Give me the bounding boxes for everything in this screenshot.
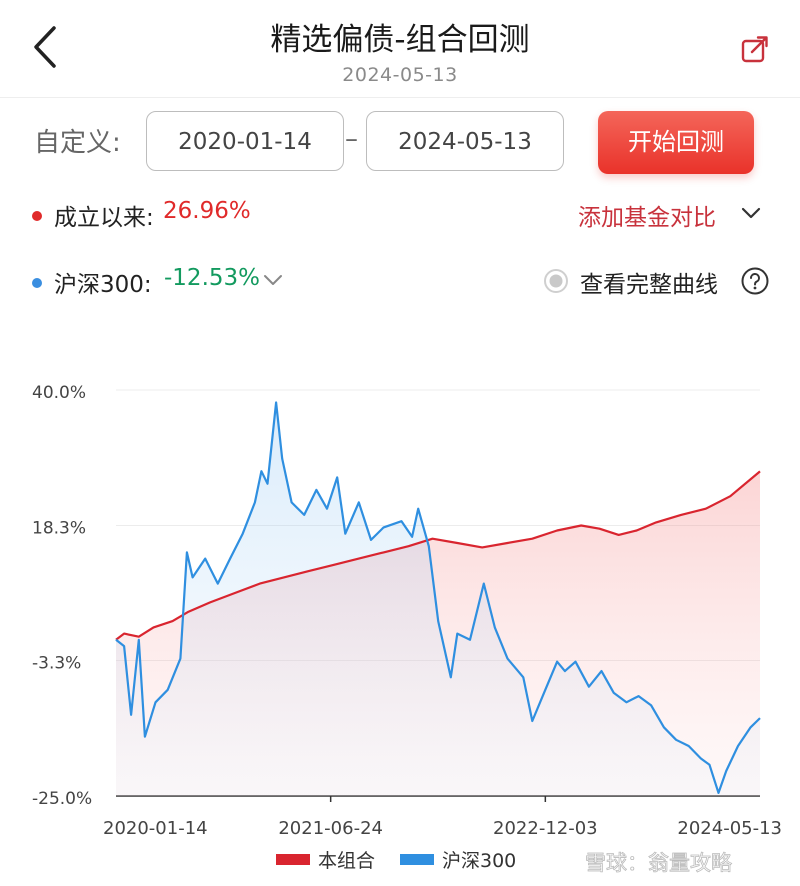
backtest-chart: 40.0% 18.3% -3.3% -25.0% 2020-01-14 2021-06-2… [32, 383, 782, 875]
y-tick-label: 40.0% [32, 383, 86, 403]
portfolio-return-label: 成立以来: [54, 205, 154, 231]
x-tick-label: 2020-01-14 [103, 818, 208, 839]
header-divider [0, 97, 800, 98]
x-tick-label: 2024-05-13 [677, 818, 782, 839]
x-tick-label: 2022-12-03 [493, 818, 598, 839]
help-icon[interactable] [740, 266, 770, 296]
chevron-left-icon[interactable] [28, 24, 64, 70]
portfolio-return-value: 26.96% [163, 198, 251, 224]
chevron-down-icon[interactable] [740, 206, 762, 220]
custom-range-label: 自定义: [34, 128, 121, 158]
full-curve-label[interactable]: 查看完整曲线 [580, 272, 718, 298]
series-line-portfolio [115, 470, 761, 641]
index-return-label: 沪深300: [54, 272, 152, 298]
add-fund-compare-button[interactable]: 添加基金对比 [578, 205, 716, 231]
x-tick-label: 2021-06-24 [278, 818, 383, 839]
end-date-field[interactable]: 2024-05-13 [366, 111, 564, 171]
y-tick-label: -25.0% [32, 789, 92, 809]
legend-swatch [276, 854, 310, 865]
index-dot-icon [32, 278, 42, 288]
portfolio-dot-icon [32, 211, 42, 221]
date-range-dash: – [345, 124, 358, 154]
series-line-index [115, 401, 761, 794]
start-backtest-button[interactable]: 开始回测 [598, 111, 754, 174]
full-curve-radio[interactable] [543, 268, 569, 294]
watermark-text: 雪球：翁量攻略 [585, 851, 732, 875]
page-title: 精选偏债-组合回测 [270, 22, 530, 58]
legend-label: 本组合 [318, 850, 375, 872]
index-return-value: -12.53% [164, 265, 260, 291]
y-tick-label: -3.3% [32, 653, 81, 673]
start-date-field[interactable]: 2020-01-14 [146, 111, 344, 171]
legend-label: 沪深300 [442, 850, 516, 872]
series-area-index [116, 402, 760, 796]
share-icon[interactable] [740, 34, 770, 64]
page-date: 2024-05-13 [342, 64, 458, 86]
y-tick-label: 18.3% [32, 519, 86, 539]
legend-swatch [400, 854, 434, 865]
chevron-down-icon[interactable] [262, 273, 284, 287]
